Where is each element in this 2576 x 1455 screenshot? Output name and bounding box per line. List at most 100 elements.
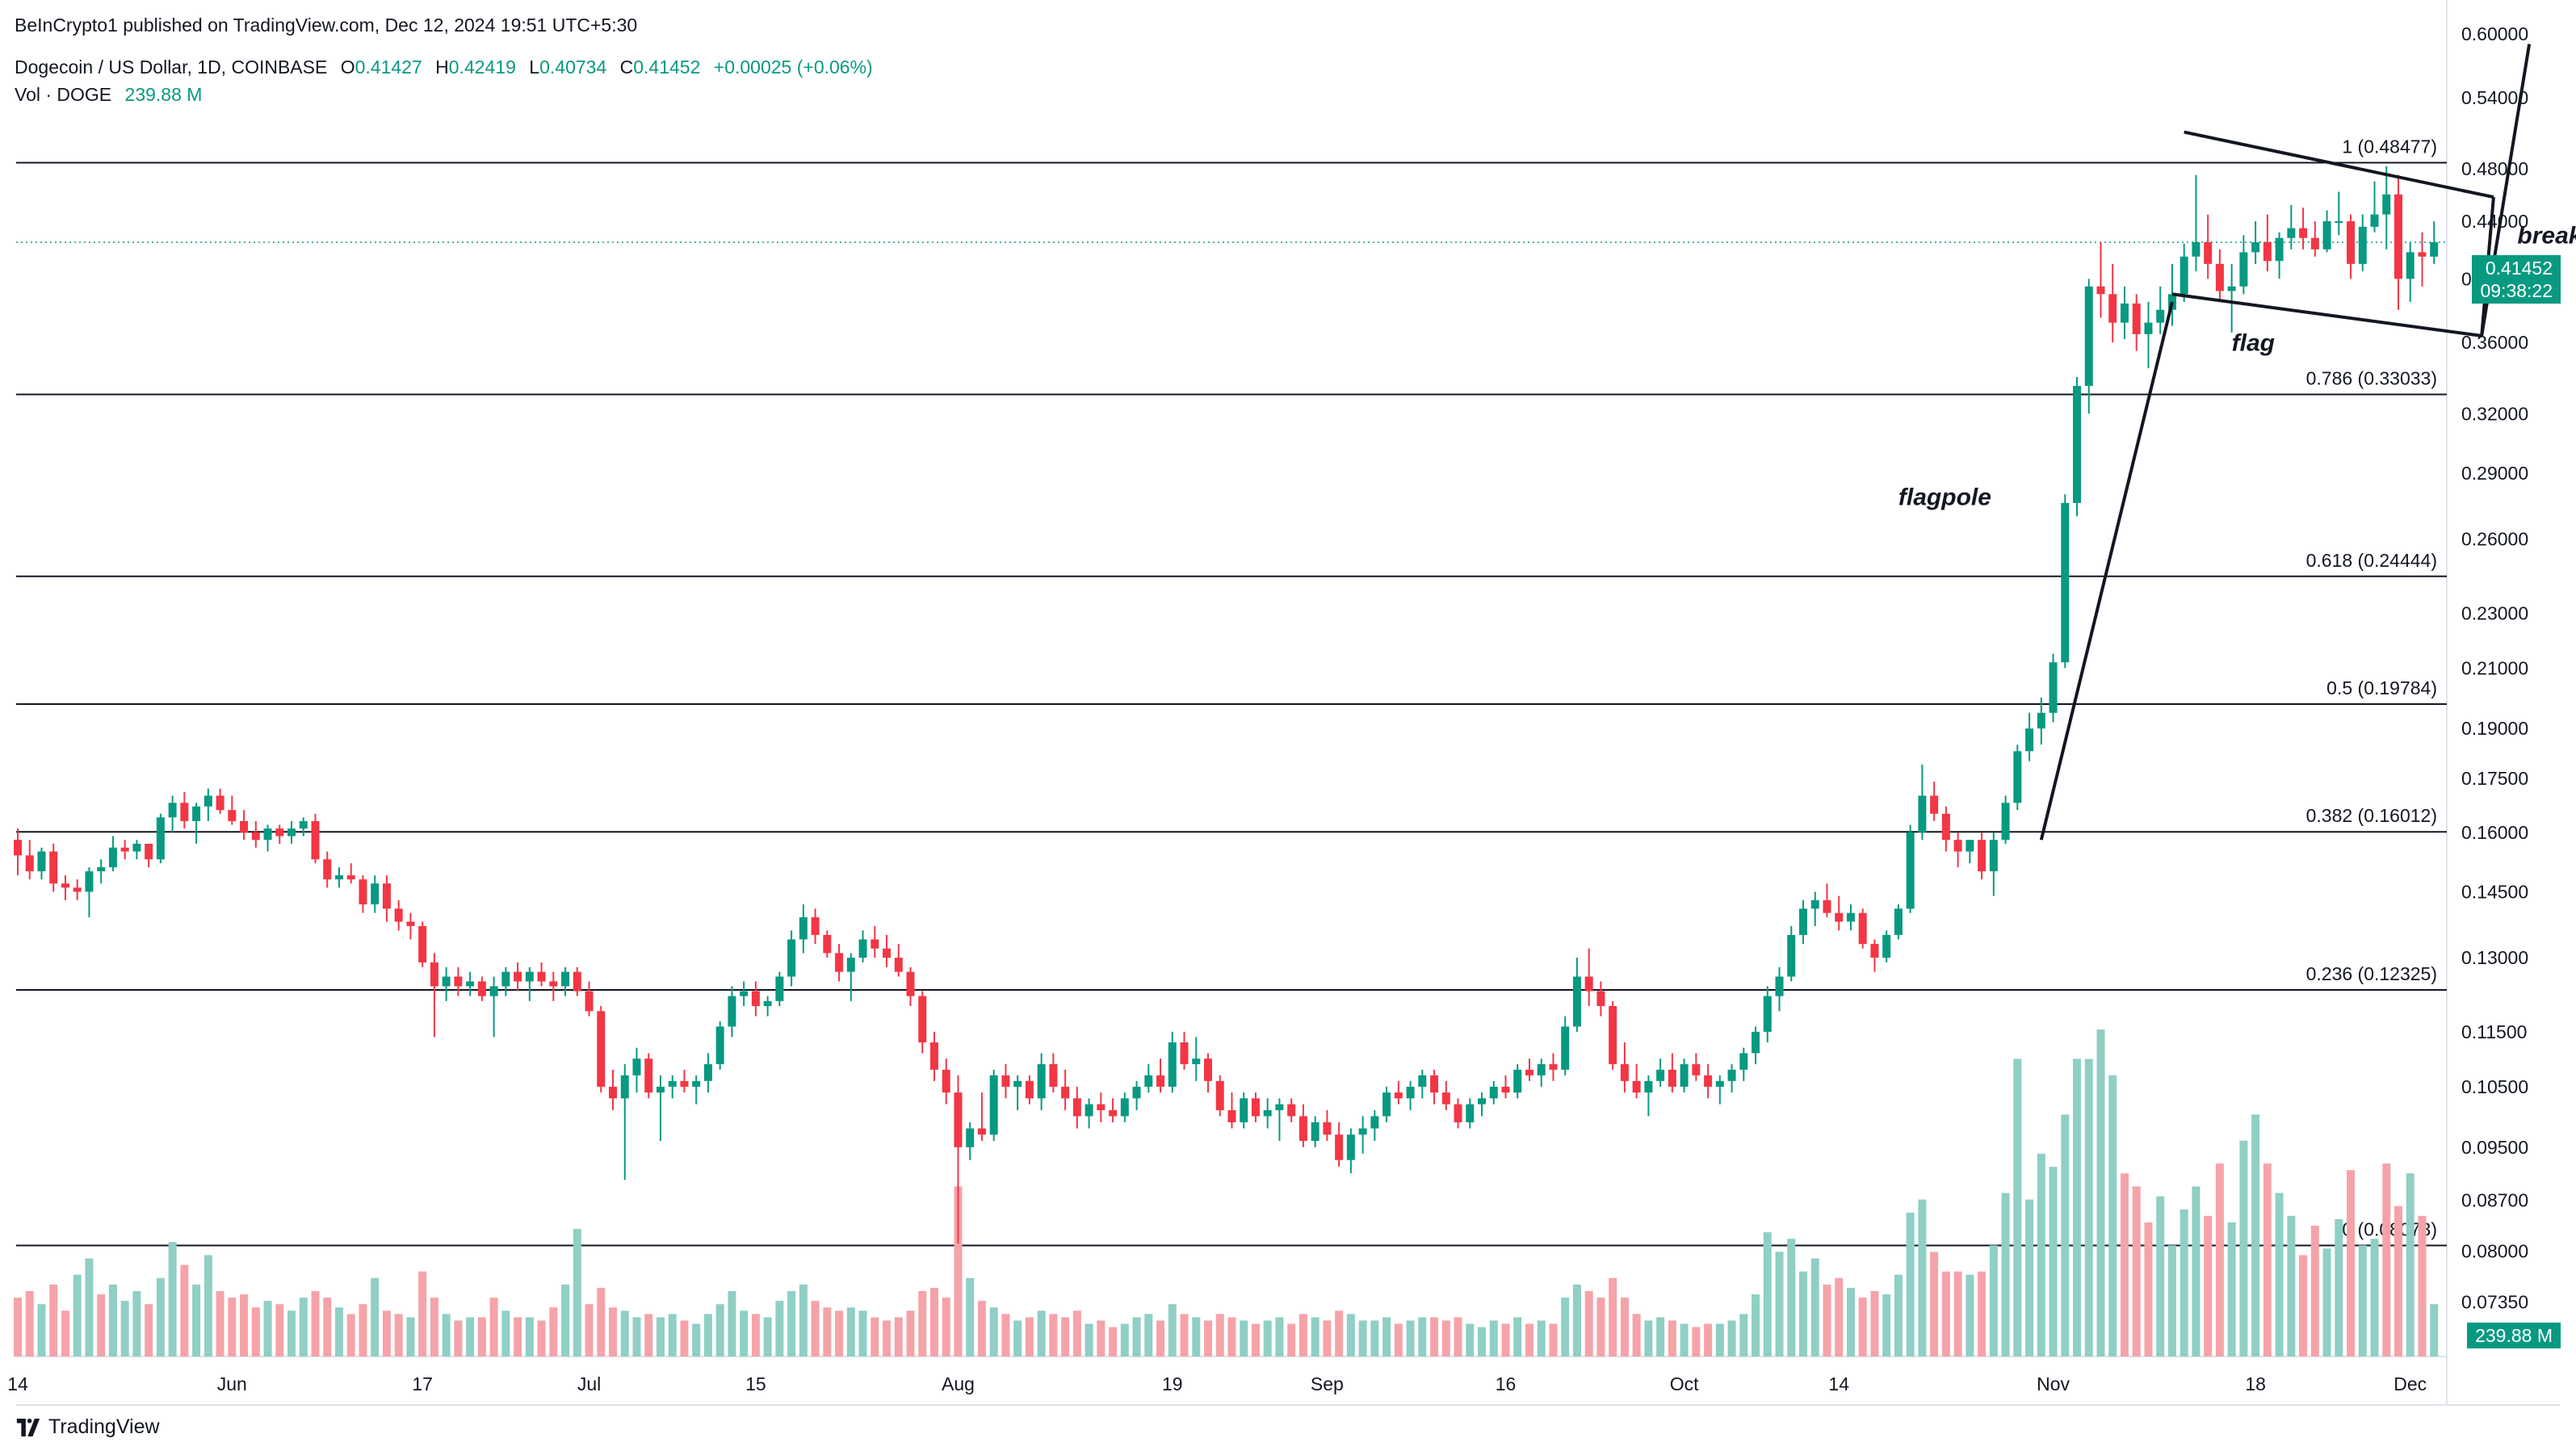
volume-bar xyxy=(1906,1212,1915,1356)
volume-bar xyxy=(1846,1287,1855,1356)
candle-body xyxy=(501,971,510,987)
candle-body xyxy=(1370,1116,1379,1129)
volume-bar xyxy=(775,1301,784,1356)
volume-bar xyxy=(1549,1323,1558,1356)
volume-bar xyxy=(1311,1317,1319,1356)
candle-body xyxy=(1168,1042,1177,1087)
candle-body xyxy=(299,820,308,829)
time-tick-label: 18 xyxy=(2245,1373,2266,1394)
volume-bar xyxy=(2084,1059,2093,1356)
candle-body xyxy=(1561,1026,1570,1070)
candle-body xyxy=(311,820,320,860)
price-tick-label: 0.29000 xyxy=(2461,463,2528,484)
candle-body xyxy=(1596,991,1605,1007)
volume-bar xyxy=(2263,1164,2272,1356)
candle-body xyxy=(1692,1063,1701,1076)
candle-body xyxy=(1192,1059,1201,1064)
high-value: 0.42419 xyxy=(448,57,516,78)
candle-body xyxy=(2251,241,2260,253)
volume-bar xyxy=(1966,1274,1974,1356)
volume-bar xyxy=(1049,1314,1058,1356)
candle-body xyxy=(2108,294,2117,323)
price-tick-label: 0.11500 xyxy=(2461,1021,2527,1042)
close-label: C xyxy=(619,57,634,78)
volume-bar xyxy=(2167,1245,2176,1356)
volume-bar xyxy=(514,1317,522,1356)
candle-body xyxy=(2370,214,2379,227)
volume-bar xyxy=(1978,1271,1987,1356)
candle-body xyxy=(2418,252,2427,257)
volume-bar xyxy=(823,1307,832,1356)
volume-label[interactable]: Vol · DOGE xyxy=(15,84,112,105)
candle-body xyxy=(1941,813,1950,841)
volume-bar xyxy=(561,1284,570,1356)
candle-body xyxy=(240,820,249,832)
candle-body xyxy=(966,1128,975,1147)
candle-body xyxy=(1215,1080,1224,1110)
volume-bar xyxy=(346,1314,355,1356)
volume-bar xyxy=(2132,1186,2141,1356)
volume-bar xyxy=(120,1301,129,1356)
candle-body xyxy=(216,795,224,811)
volume-bar xyxy=(216,1291,224,1356)
candle-body xyxy=(811,917,820,935)
candle-body xyxy=(1584,976,1593,992)
candle-body xyxy=(2132,303,2141,334)
candle-body xyxy=(799,917,808,940)
candle-body xyxy=(597,1011,606,1087)
candle-body xyxy=(25,855,34,872)
volume-bar xyxy=(1953,1271,1962,1356)
volume-bar xyxy=(2120,1173,2129,1356)
fib-level-label: 0.618 (0.24444) xyxy=(2306,550,2437,571)
volume-bar xyxy=(2418,1215,2427,1356)
volume-bar xyxy=(2394,1206,2402,1356)
candle-body xyxy=(1525,1069,1533,1076)
volume-bar xyxy=(1752,1294,1760,1356)
candle-body xyxy=(1430,1075,1439,1093)
volume-bar xyxy=(263,1301,272,1356)
volume-bar xyxy=(2013,1059,2022,1356)
candle-body xyxy=(346,875,355,880)
candle-body xyxy=(382,883,391,909)
tradingview-footer[interactable]: TradingView xyxy=(16,1415,160,1439)
symbol-name[interactable]: Dogecoin / US Dollar, 1D, COINBASE xyxy=(15,57,328,78)
volume-bar xyxy=(2382,1164,2391,1356)
candle-body xyxy=(2287,228,2296,238)
candle-body xyxy=(37,851,46,872)
price-tick-label: 0.26000 xyxy=(2461,529,2528,550)
volume-bar xyxy=(1406,1320,1415,1356)
volume-bar xyxy=(1989,1245,1998,1356)
price-tick-label: 0.07350 xyxy=(2461,1292,2528,1313)
candle-body xyxy=(251,832,260,841)
volume-bar xyxy=(1144,1314,1153,1356)
volume-bar xyxy=(1227,1317,1236,1356)
volume-value-tag: 239.88 M xyxy=(2467,1323,2561,1348)
candle-body xyxy=(430,962,438,987)
volume-bar xyxy=(1323,1320,1332,1356)
volume-bar xyxy=(323,1298,332,1356)
volume-bar xyxy=(1609,1277,1617,1356)
volume-bar xyxy=(2227,1222,2236,1356)
change-value: +0.00025 (+0.06%) xyxy=(713,57,873,78)
bar-countdown: 09:38:22 xyxy=(2480,280,2553,301)
candle-body xyxy=(2120,303,2129,323)
volume-bar xyxy=(406,1317,415,1356)
candle-body xyxy=(61,883,69,888)
candle-body xyxy=(703,1063,712,1081)
volume-bar xyxy=(442,1314,451,1356)
volume-bar xyxy=(359,1304,367,1356)
volume-bar xyxy=(1275,1317,1284,1356)
candle-body xyxy=(49,851,58,884)
volume-bar xyxy=(668,1314,677,1356)
volume-bar xyxy=(1668,1320,1676,1356)
candle-body xyxy=(2073,385,2082,503)
candle-body xyxy=(2394,194,2402,279)
candle-body xyxy=(156,817,165,860)
candle-body xyxy=(1953,840,1962,852)
volume-bar xyxy=(1180,1314,1189,1356)
candle-body xyxy=(692,1080,701,1087)
candle-body xyxy=(871,939,879,949)
candle-body xyxy=(823,934,832,954)
candle-body xyxy=(1025,1080,1034,1099)
volume-bar xyxy=(2061,1114,2070,1356)
